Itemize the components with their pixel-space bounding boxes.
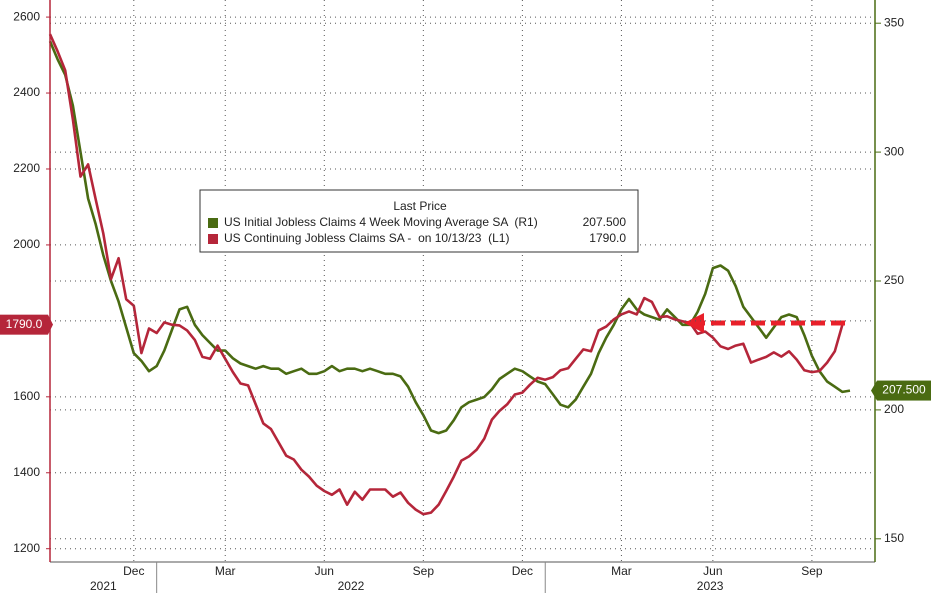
series-line <box>48 33 844 516</box>
y2-tick-label: 200 <box>884 402 904 416</box>
year-label: 2021 <box>90 579 117 593</box>
y-tick-label: 2000 <box>13 237 40 251</box>
legend-label: US Initial Jobless Claims 4 Week Moving … <box>224 215 538 229</box>
legend-title: Last Price <box>393 199 447 213</box>
series-line <box>48 40 851 435</box>
y-tick-label: 1200 <box>13 541 40 555</box>
y-tick-label: 1600 <box>13 389 40 403</box>
year-label: 2022 <box>338 579 365 593</box>
x-tick-label: Mar <box>611 564 632 578</box>
legend-label: US Continuing Jobless Claims SA - on 10/… <box>224 231 509 245</box>
last-value-label: 207.500 <box>882 383 926 397</box>
legend-swatch <box>208 234 218 244</box>
y2-tick-label: 150 <box>884 531 904 545</box>
legend-value: 1790.0 <box>589 231 626 245</box>
year-label: 2023 <box>697 579 724 593</box>
x-tick-label: Sep <box>801 564 823 578</box>
x-tick-label: Jun <box>703 564 722 578</box>
y2-tick-label: 300 <box>884 144 904 158</box>
badge-pointer <box>48 314 53 335</box>
last-value-badge <box>877 380 931 401</box>
legend-swatch <box>208 218 218 228</box>
last-value-label: 1790.0 <box>6 317 43 331</box>
y-tick-label: 2400 <box>13 85 40 99</box>
legend-value: 207.500 <box>583 215 627 229</box>
y2-tick-label: 350 <box>884 15 904 29</box>
x-tick-label: Dec <box>512 564 533 578</box>
x-tick-label: Jun <box>315 564 334 578</box>
y2-tick-label: 250 <box>884 273 904 287</box>
last-value-badge <box>0 314 48 335</box>
x-tick-label: Mar <box>215 564 236 578</box>
y-tick-label: 1400 <box>13 465 40 479</box>
badge-pointer <box>871 380 877 401</box>
y-tick-label: 2200 <box>13 161 40 175</box>
y-tick-label: 2600 <box>13 9 40 23</box>
legend-box <box>199 189 639 253</box>
x-tick-label: Dec <box>123 564 144 578</box>
annotation-arrow <box>684 313 845 333</box>
x-tick-label: Sep <box>413 564 435 578</box>
